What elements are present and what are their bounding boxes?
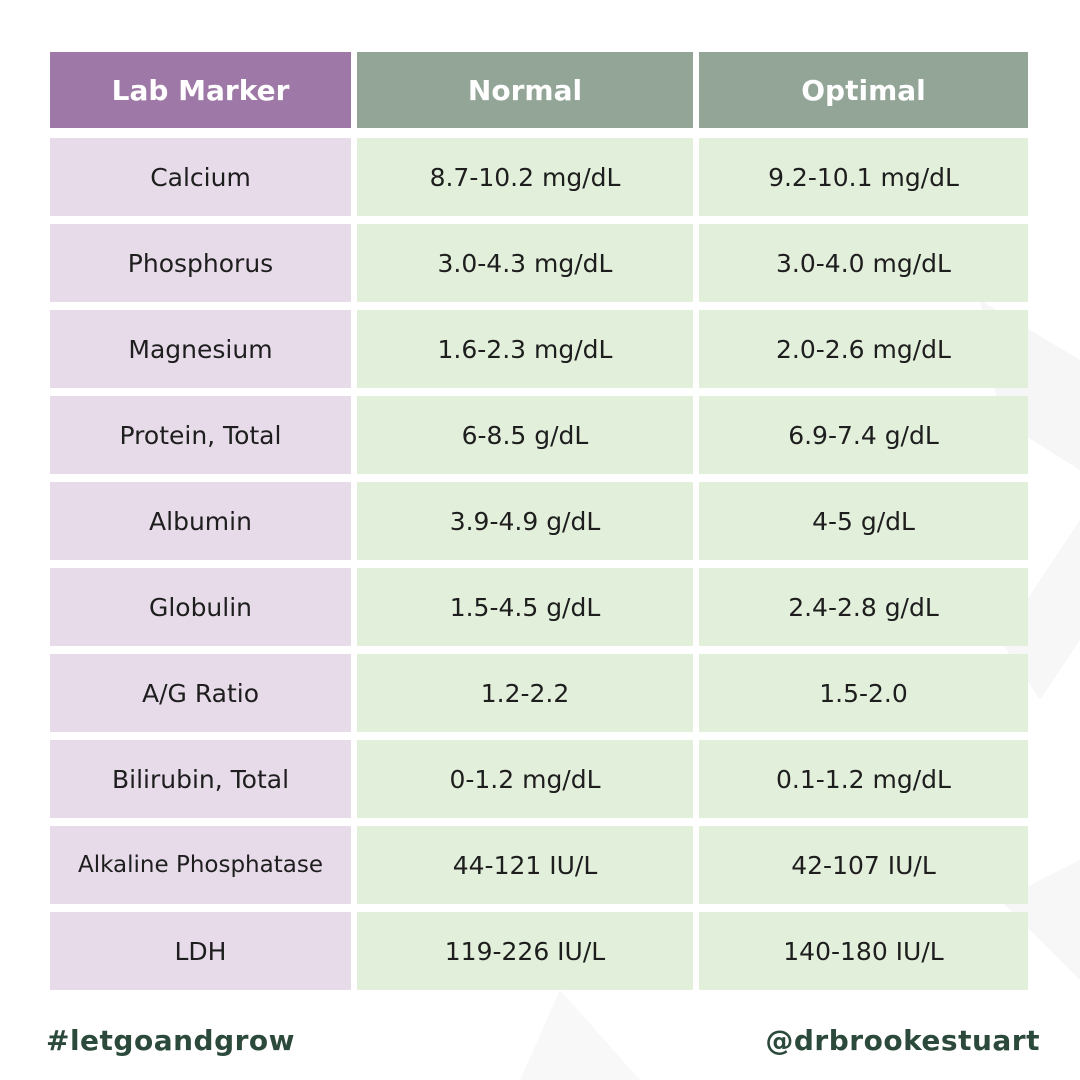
- header-normal: Normal: [357, 52, 693, 128]
- row-calcium-marker: Calcium: [50, 138, 351, 216]
- lab-marker-table: Lab Marker Normal Optimal Calcium 8.7-10…: [50, 52, 1028, 990]
- row-globulin-normal: 1.5-4.5 g/dL: [357, 568, 693, 646]
- row-alkaline-phosphatase-marker: Alkaline Phosphatase: [50, 826, 351, 904]
- row-globulin-optimal: 2.4-2.8 g/dL: [699, 568, 1028, 646]
- row-magnesium-normal: 1.6-2.3 mg/dL: [357, 310, 693, 388]
- row-globulin-marker: Globulin: [50, 568, 351, 646]
- row-bilirubin-total-optimal: 0.1-1.2 mg/dL: [699, 740, 1028, 818]
- row-phosphorus-marker: Phosphorus: [50, 224, 351, 302]
- header-lab-marker: Lab Marker: [50, 52, 351, 128]
- row-ldh-normal: 119-226 IU/L: [357, 912, 693, 990]
- row-albumin-marker: Albumin: [50, 482, 351, 560]
- row-bilirubin-total-normal: 0-1.2 mg/dL: [357, 740, 693, 818]
- footer-hashtag: #letgoandgrow: [46, 1024, 296, 1057]
- row-protein-total-normal: 6-8.5 g/dL: [357, 396, 693, 474]
- row-phosphorus-normal: 3.0-4.3 mg/dL: [357, 224, 693, 302]
- row-ag-ratio-normal: 1.2-2.2: [357, 654, 693, 732]
- row-ldh-marker: LDH: [50, 912, 351, 990]
- row-ag-ratio-marker: A/G Ratio: [50, 654, 351, 732]
- row-ldh-optimal: 140-180 IU/L: [699, 912, 1028, 990]
- row-bilirubin-total-marker: Bilirubin, Total: [50, 740, 351, 818]
- row-ag-ratio-optimal: 1.5-2.0: [699, 654, 1028, 732]
- row-albumin-normal: 3.9-4.9 g/dL: [357, 482, 693, 560]
- row-protein-total-marker: Protein, Total: [50, 396, 351, 474]
- row-protein-total-optimal: 6.9-7.4 g/dL: [699, 396, 1028, 474]
- row-magnesium-optimal: 2.0-2.6 mg/dL: [699, 310, 1028, 388]
- row-phosphorus-optimal: 3.0-4.0 mg/dL: [699, 224, 1028, 302]
- row-alkaline-phosphatase-optimal: 42-107 IU/L: [699, 826, 1028, 904]
- row-albumin-optimal: 4-5 g/dL: [699, 482, 1028, 560]
- footer-handle: @drbrookestuart: [765, 1024, 1040, 1057]
- row-magnesium-marker: Magnesium: [50, 310, 351, 388]
- row-calcium-optimal: 9.2-10.1 mg/dL: [699, 138, 1028, 216]
- header-optimal: Optimal: [699, 52, 1028, 128]
- row-alkaline-phosphatase-normal: 44-121 IU/L: [357, 826, 693, 904]
- row-calcium-normal: 8.7-10.2 mg/dL: [357, 138, 693, 216]
